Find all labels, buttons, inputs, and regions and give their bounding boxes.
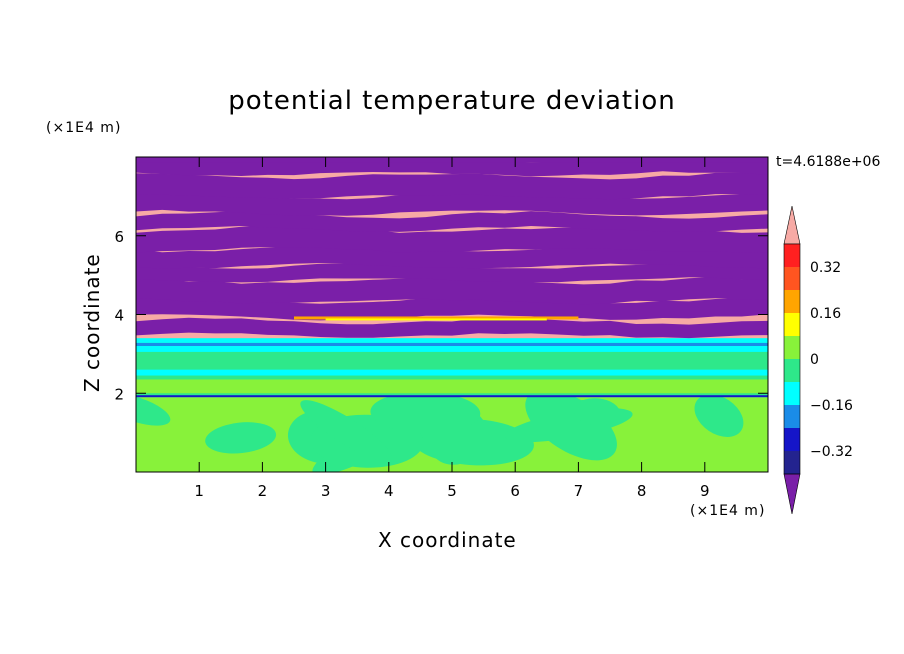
field-stripe [136, 277, 768, 305]
field-patch [525, 389, 617, 461]
field-line [136, 395, 768, 398]
x-tick-label: 9 [700, 482, 710, 500]
colorbar-label: 0 [810, 352, 819, 368]
field-band [136, 342, 768, 346]
x-tick-label: 4 [384, 482, 394, 500]
field-band [136, 338, 768, 343]
colorbar-segment [784, 359, 800, 382]
colorbar-segment [784, 428, 800, 451]
field-stripe [136, 244, 768, 269]
colorbar-label: 0.16 [810, 306, 841, 322]
y-axis: 2 4 6 [114, 228, 768, 403]
x-tick-label: 5 [447, 482, 457, 500]
field-band [136, 379, 768, 394]
y-tick-label: 4 [114, 307, 124, 325]
colorbar-segment [784, 267, 800, 290]
colorbar-segment [784, 290, 800, 313]
field-patch [694, 394, 744, 437]
field-patch [370, 391, 481, 434]
x-tick-label: 6 [510, 482, 520, 500]
colorbar-segment [784, 382, 800, 405]
colorbar-bottom-arrow [783, 473, 801, 515]
x-tick-label: 7 [574, 482, 584, 500]
field-stripe [136, 172, 768, 200]
colorbar-segment [784, 336, 800, 359]
colorbar-segment [784, 244, 800, 267]
colorbar-frame [783, 243, 801, 475]
field-band [136, 351, 768, 364]
colorbar-top-arrow [783, 205, 801, 245]
colorbar-segment [784, 405, 800, 428]
colorbar: 0.32 0.16 0 −0.16 −0.32 [783, 205, 853, 515]
field-stripe [136, 296, 768, 321]
colorbar-label: −0.32 [810, 444, 853, 460]
colorbar-segment [784, 451, 800, 474]
field-stripe [136, 317, 768, 339]
field-patch [300, 400, 393, 462]
field-stripe [136, 225, 768, 253]
time-label: t=4.6188e+06 [776, 154, 881, 170]
x-tick-label: 2 [258, 482, 268, 500]
field-stripe [136, 211, 768, 232]
x-tick-label: 3 [321, 482, 331, 500]
y-tick-label: 2 [114, 385, 124, 403]
x-tick-label: 1 [194, 482, 204, 500]
y-unit-label: (×1E4 m) [46, 120, 122, 136]
colorbar-segment [784, 313, 800, 336]
colorbar-label: −0.16 [810, 398, 853, 414]
x-axis-title: X coordinate [378, 528, 517, 552]
field-streak [325, 318, 547, 321]
chart-title: potential temperature deviation [228, 86, 676, 116]
field-band [136, 369, 768, 376]
field-patch [573, 398, 621, 426]
y-tick-label: 6 [114, 228, 124, 246]
colorbar-label: 0.32 [810, 260, 841, 276]
field-patch [205, 422, 277, 454]
x-axis: 1 2 3 4 5 6 7 8 9 [194, 157, 710, 500]
field-stripe [136, 262, 768, 283]
x-unit-label: (×1E4 m) [690, 503, 766, 519]
field-band [136, 346, 768, 352]
field-streak [294, 316, 579, 320]
plot-area [136, 157, 768, 472]
x-tick-label: 8 [637, 482, 647, 500]
